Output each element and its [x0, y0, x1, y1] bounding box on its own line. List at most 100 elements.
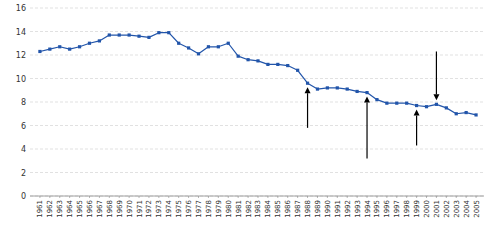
x-tick: [139, 196, 140, 198]
marker: [316, 87, 319, 90]
x-tick-label: 1982: [245, 200, 253, 218]
arrow-shaft: [416, 116, 417, 146]
x-tick-labels: 1961196219631964196519661967196819691970…: [36, 196, 480, 218]
x-tick-label: 1981: [235, 200, 243, 218]
y-tick-labels: 0246810121416: [16, 4, 26, 201]
y-tick-label: 6: [21, 122, 26, 131]
x-tick-label: 1995: [373, 200, 381, 218]
x-tick-label: 1988: [304, 200, 312, 218]
x-tick: [476, 196, 477, 198]
arrow-head: [364, 97, 370, 103]
marker: [68, 48, 71, 51]
arrow-shaft: [307, 93, 308, 128]
marker: [346, 87, 349, 90]
x-tick-label: 2000: [423, 200, 431, 218]
x-tick: [367, 196, 368, 198]
x-tick: [178, 196, 179, 198]
grid-line: [30, 8, 484, 9]
x-tick-label: 1997: [393, 200, 401, 218]
x-tick-label: 1961: [36, 200, 44, 218]
x-tick: [49, 196, 50, 198]
x-tick: [158, 196, 159, 198]
x-tick: [357, 196, 358, 198]
x-tick-label: 2003: [453, 200, 461, 218]
x-tick-label: 1976: [185, 199, 193, 217]
x-tick: [248, 196, 249, 198]
marker: [306, 82, 309, 85]
marker: [276, 63, 279, 66]
y-tick-label: 10: [16, 75, 26, 84]
x-tick-label: 1985: [274, 200, 282, 218]
x-tick: [228, 196, 229, 198]
arrow-head: [414, 110, 420, 116]
x-tick: [436, 196, 437, 198]
marker: [395, 102, 398, 105]
x-tick: [168, 196, 169, 198]
x-tick: [347, 196, 348, 198]
chart: 0246810121416196119621963196419651966196…: [0, 0, 491, 235]
x-tick-label: 1980: [225, 200, 233, 218]
x-tick-label: 1978: [205, 200, 213, 218]
marker: [38, 50, 41, 53]
grid-line: [30, 149, 484, 150]
arrow: [305, 87, 311, 128]
x-tick: [297, 196, 298, 198]
x-tick: [426, 196, 427, 198]
x-tick: [456, 196, 457, 198]
x-tick: [267, 196, 268, 198]
x-tick-label: 1998: [403, 200, 411, 218]
x-tick-label: 2004: [463, 199, 471, 217]
x-tick-label: 1975: [175, 200, 183, 218]
x-tick: [119, 196, 120, 198]
x-tick: [109, 196, 110, 198]
marker: [465, 111, 468, 114]
x-tick-label: 1969: [116, 200, 124, 218]
arrow-head: [305, 87, 311, 93]
marker: [88, 42, 91, 45]
arrow-shaft: [436, 51, 437, 94]
marker: [147, 36, 150, 39]
marker: [415, 104, 418, 107]
x-tick-label: 1977: [195, 200, 203, 218]
x-tick-label: 1971: [136, 200, 144, 218]
marker: [177, 42, 180, 45]
x-tick: [446, 196, 447, 198]
marker: [385, 102, 388, 105]
y-grid: [30, 8, 484, 196]
marker: [246, 58, 249, 61]
x-tick: [337, 196, 338, 198]
marker: [78, 45, 81, 48]
x-tick: [208, 196, 209, 198]
x-tick: [257, 196, 258, 198]
grid-line: [30, 78, 484, 79]
marker: [167, 31, 170, 34]
x-tick-label: 1990: [324, 200, 332, 218]
marker: [187, 46, 190, 49]
grid-line: [30, 196, 484, 197]
x-tick-label: 2002: [443, 200, 451, 218]
marker: [118, 33, 121, 36]
x-tick-label: 1996: [383, 199, 391, 217]
x-tick: [89, 196, 90, 198]
marker: [365, 91, 368, 94]
x-tick-label: 1979: [215, 200, 223, 218]
marker: [137, 35, 140, 38]
marker: [128, 33, 131, 36]
x-tick: [327, 196, 328, 198]
x-tick-label: 1989: [314, 200, 322, 218]
marker: [326, 86, 329, 89]
x-tick: [59, 196, 60, 198]
arrow: [414, 110, 420, 146]
y-tick-label: 8: [21, 98, 26, 107]
x-tick: [198, 196, 199, 198]
x-tick: [129, 196, 130, 198]
grid-line: [30, 172, 484, 173]
x-tick-label: 1974: [165, 199, 173, 217]
marker: [445, 106, 448, 109]
marker: [296, 69, 299, 72]
x-tick-label: 2005: [473, 200, 481, 218]
x-tick-label: 1992: [344, 200, 352, 218]
y-tick-label: 4: [21, 145, 26, 154]
marker: [98, 39, 101, 42]
marker: [336, 86, 339, 89]
